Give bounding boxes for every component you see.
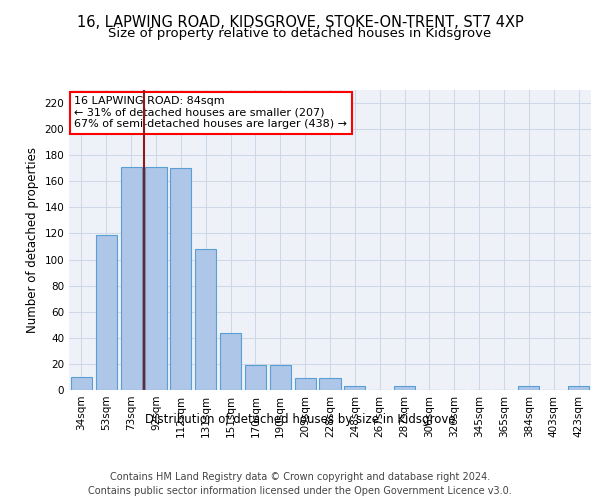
Bar bbox=[270, 365, 291, 390]
Bar bbox=[344, 386, 365, 390]
Bar bbox=[96, 235, 117, 390]
Bar bbox=[568, 386, 589, 390]
Bar bbox=[195, 249, 216, 390]
Text: Size of property relative to detached houses in Kidsgrove: Size of property relative to detached ho… bbox=[109, 28, 491, 40]
Text: Distribution of detached houses by size in Kidsgrove: Distribution of detached houses by size … bbox=[145, 412, 455, 426]
Bar bbox=[394, 386, 415, 390]
Bar bbox=[170, 168, 191, 390]
Bar bbox=[319, 378, 341, 390]
Text: Contains HM Land Registry data © Crown copyright and database right 2024.: Contains HM Land Registry data © Crown c… bbox=[110, 472, 490, 482]
Bar bbox=[245, 365, 266, 390]
Bar bbox=[145, 167, 167, 390]
Text: 16 LAPWING ROAD: 84sqm
← 31% of detached houses are smaller (207)
67% of semi-de: 16 LAPWING ROAD: 84sqm ← 31% of detached… bbox=[74, 96, 347, 129]
Y-axis label: Number of detached properties: Number of detached properties bbox=[26, 147, 39, 333]
Text: 16, LAPWING ROAD, KIDSGROVE, STOKE-ON-TRENT, ST7 4XP: 16, LAPWING ROAD, KIDSGROVE, STOKE-ON-TR… bbox=[77, 15, 523, 30]
Bar bbox=[220, 332, 241, 390]
Bar bbox=[518, 386, 539, 390]
Text: Contains public sector information licensed under the Open Government Licence v3: Contains public sector information licen… bbox=[88, 486, 512, 496]
Bar bbox=[295, 378, 316, 390]
Bar bbox=[121, 167, 142, 390]
Bar bbox=[71, 377, 92, 390]
